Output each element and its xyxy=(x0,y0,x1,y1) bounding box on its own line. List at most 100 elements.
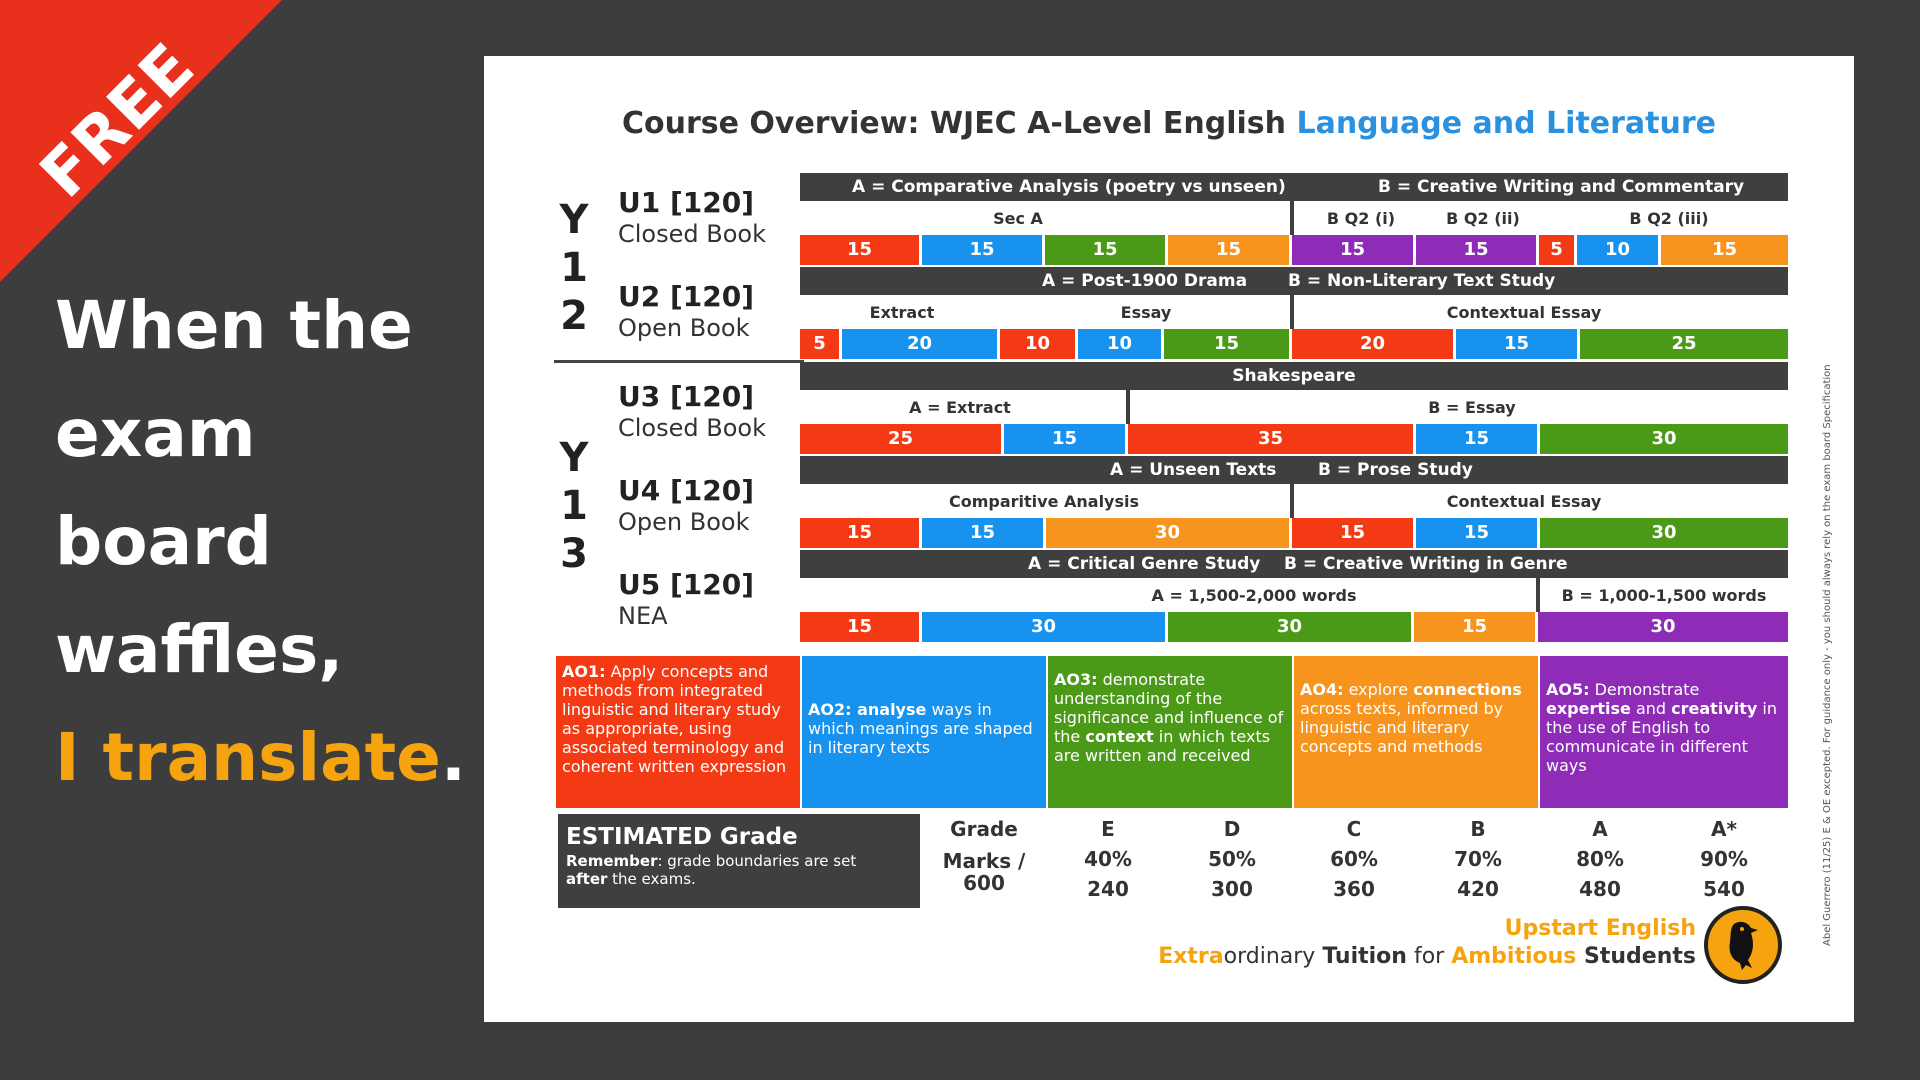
tagline-part: Students xyxy=(1576,944,1696,969)
u2-cell: 20 xyxy=(1292,329,1456,359)
u2-header-b: B = Non-Literary Text Study xyxy=(1288,271,1556,291)
u5-b: B = 1,000-1,500 words xyxy=(1561,586,1767,605)
u4-cell: 15 xyxy=(1292,518,1416,548)
ao4-box: AO4: explore connections across texts, i… xyxy=(1294,656,1538,808)
u4-contextual: Contextual Essay xyxy=(1446,492,1602,511)
u3-header: Shakespeare xyxy=(800,362,1788,390)
unit-name: U2 [120] xyxy=(618,280,755,313)
slogan: When the exam board waffles, I translate… xyxy=(55,272,495,812)
grade-letter: A xyxy=(1592,817,1608,841)
slogan-dot: . xyxy=(440,719,466,796)
grade-col-a: A 80% 480 xyxy=(1540,814,1660,904)
grade-percent: 60% xyxy=(1330,847,1378,871)
u1-cell: 15 xyxy=(1416,235,1539,265)
grade-label: Grade xyxy=(924,814,1044,844)
year-char: 3 xyxy=(560,531,588,577)
grade-letter: C xyxy=(1346,817,1362,841)
u2-cell: 15 xyxy=(1456,329,1580,359)
ao3-box: AO3: demonstrate understanding of the si… xyxy=(1048,656,1292,808)
u3-a: A = Extract xyxy=(909,398,1011,417)
tagline-part: ordinary xyxy=(1223,944,1323,969)
estimated-title: ESTIMATED Grade xyxy=(566,824,798,850)
u4-header: A = Unseen Texts B = Prose Study xyxy=(800,456,1788,484)
tagline-part: Tuition xyxy=(1322,944,1407,969)
section-divider xyxy=(1290,295,1294,329)
year-char: 1 xyxy=(560,483,588,529)
ao-bold: connections xyxy=(1413,680,1522,699)
u2-cell: 15 xyxy=(1164,329,1292,359)
slogan-line: When the xyxy=(55,287,413,364)
slogan-line: exam xyxy=(55,395,256,472)
doc-title-main: Course Overview: WJEC A-Level English xyxy=(621,106,1297,141)
u2-cell: 10 xyxy=(1000,329,1078,359)
ao1-box: AO1: Apply concepts and methods from int… xyxy=(556,656,800,808)
grade-percent: 50% xyxy=(1208,847,1256,871)
estimated-reminder: Remember: grade boundaries are set after… xyxy=(566,852,912,888)
u3-header-text: Shakespeare xyxy=(1232,366,1356,386)
unit-name: U1 [120] xyxy=(618,186,755,219)
u1-bq1: B Q2 (i) xyxy=(1326,209,1396,228)
year-char: Y xyxy=(559,435,589,481)
u5-header-a: A = Critical Genre Study xyxy=(1028,554,1261,574)
u5-cell: 15 xyxy=(800,612,922,642)
ao-bold: context xyxy=(1085,727,1154,746)
u1-header-b: B = Creative Writing and Commentary xyxy=(1378,177,1745,197)
year-char: 2 xyxy=(560,293,588,339)
estimated-grade-box: ESTIMATED Grade Remember: grade boundari… xyxy=(558,814,920,908)
grade-letter: E xyxy=(1101,817,1115,841)
year-char: Y xyxy=(559,197,589,243)
ao-code: AO5: xyxy=(1546,680,1590,699)
ao-text: across texts, informed by linguistic and… xyxy=(1300,699,1504,756)
section-divider xyxy=(1126,390,1130,424)
u1-cell: 15 xyxy=(1045,235,1168,265)
ao-text: demonstrate understanding of the signifi… xyxy=(1054,670,1284,746)
ao-code: AO1: xyxy=(562,662,606,681)
u3-b: B = Essay xyxy=(1428,398,1516,417)
reminder-text: : grade boundaries are set xyxy=(657,852,857,870)
slogan-line-accent: I translate. xyxy=(55,704,495,812)
u2-cell: 10 xyxy=(1078,329,1164,359)
u3-cell: 35 xyxy=(1128,424,1416,454)
u2-cell: 25 xyxy=(1580,329,1788,359)
unit-name: U5 [120] xyxy=(618,568,755,601)
doc-title: Course Overview: WJEC A-Level English La… xyxy=(484,106,1854,141)
u2-header-a: A = Post-1900 Drama xyxy=(1042,271,1248,291)
section-divider xyxy=(1290,201,1294,235)
slogan-line: waffles, xyxy=(55,611,344,688)
grade-letter: D xyxy=(1223,817,1241,841)
grade-marks: 540 xyxy=(1703,877,1745,901)
u3-cell: 25 xyxy=(800,424,1004,454)
ao-bold: expertise xyxy=(1546,699,1631,718)
u4-cell: 15 xyxy=(922,518,1046,548)
year-char: 1 xyxy=(560,245,588,291)
tagline-part: Ambitious xyxy=(1451,944,1577,969)
u2-extract: Extract xyxy=(869,303,935,322)
grade-marks: 420 xyxy=(1457,877,1499,901)
unit-name: U3 [120] xyxy=(618,380,755,413)
marks-label: Marks / 600 xyxy=(942,849,1026,895)
ao-text: in which texts are written and received xyxy=(1054,727,1271,765)
grade-percent: 90% xyxy=(1700,847,1748,871)
grade-col-a-star: A* 90% 540 xyxy=(1664,814,1784,904)
u1-cell: 5 xyxy=(1539,235,1577,265)
crow-shape xyxy=(1729,921,1758,970)
ribbon-triangle xyxy=(0,0,282,282)
u5-a: A = 1,500-2,000 words xyxy=(1151,586,1357,605)
year-divider xyxy=(554,360,804,363)
section-divider xyxy=(1536,578,1540,612)
u1-bq2: B Q2 (ii) xyxy=(1446,209,1520,228)
ao-text: in the use of English to communicate in … xyxy=(1546,699,1777,775)
u2-essay: Essay xyxy=(1120,303,1172,322)
ao-text: explore xyxy=(1343,680,1414,699)
ao-text: ways in which meanings are shaped in lit… xyxy=(808,700,1033,757)
u1-sec-a: Sec A xyxy=(993,209,1043,228)
u4-comp: Comparitive Analysis xyxy=(948,492,1140,511)
unit-sub: Closed Book xyxy=(618,220,766,248)
brand-tagline: Extraordinary Tuition for Ambitious Stud… xyxy=(1158,944,1696,969)
reminder-bold: Remember xyxy=(566,852,658,870)
after-text: the exams. xyxy=(607,870,696,888)
grade-percent: 70% xyxy=(1454,847,1502,871)
after-bold: after xyxy=(566,870,608,888)
ao-bold: creativity xyxy=(1671,699,1758,718)
unit-sub: Open Book xyxy=(618,508,750,536)
